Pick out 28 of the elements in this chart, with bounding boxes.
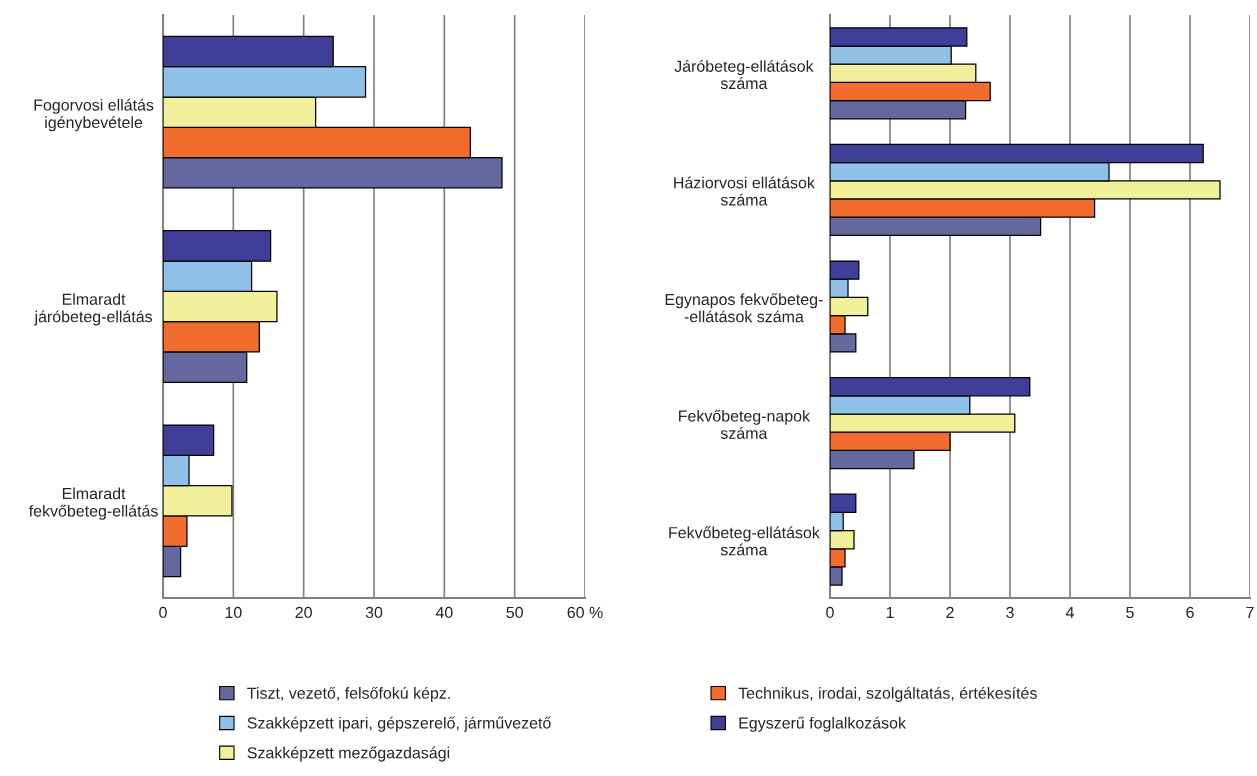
y-tick-label: Egynapos fekvőbeteg- -ellátások száma <box>665 293 823 323</box>
y-tick-label: Fekvőbeteg-napok száma <box>679 409 811 439</box>
x-tick-label: 60 % <box>567 606 603 619</box>
y-tick-label: Fogorvosi ellátás igénybevétele <box>34 98 154 132</box>
legend-label: Szakképzett ipari, gépszerelő, járművezető <box>247 716 551 732</box>
y-tick-label: Elmaradt járóbeteg-ellátás <box>34 293 153 326</box>
x-tick-label: 10 <box>225 606 242 619</box>
x-tick-label: 1 <box>886 606 894 618</box>
y-tick-label: Járóbeteg-ellátások száma <box>674 59 814 90</box>
legend-label: Egyszerű foglalkozások <box>739 716 906 732</box>
x-tick-label: 0 <box>159 606 167 619</box>
legend-label: Tiszt, vezető, felsőfokú képz. <box>247 686 450 702</box>
x-tick-label: 50 <box>506 606 523 619</box>
legend-label: Technikus, irodai, szolgáltatás, értékesítés <box>738 686 1037 702</box>
x-tick-label: 5 <box>1126 606 1134 619</box>
y-tick-label: Háziorvosi ellátások száma <box>674 176 815 206</box>
x-tick-label: 40 <box>435 606 453 619</box>
y-tick-label: Fekvőbeteg-ellátások száma <box>669 526 820 556</box>
x-tick-label: 7 <box>1246 606 1254 618</box>
legend-label: Szakképzett mezőgazdasági <box>247 746 450 762</box>
y-tick-label: Elmaradt fekvőbeteg-ellátás <box>28 487 158 520</box>
x-tick-label: 6 <box>1186 606 1194 619</box>
x-tick-label: 3 <box>1006 606 1014 619</box>
x-tick-label: 4 <box>1065 606 1074 618</box>
x-tick-label: 0 <box>826 606 834 619</box>
x-tick-label: 2 <box>946 606 954 618</box>
x-tick-label: 30 <box>365 606 383 619</box>
x-tick-label: 20 <box>295 606 312 619</box>
